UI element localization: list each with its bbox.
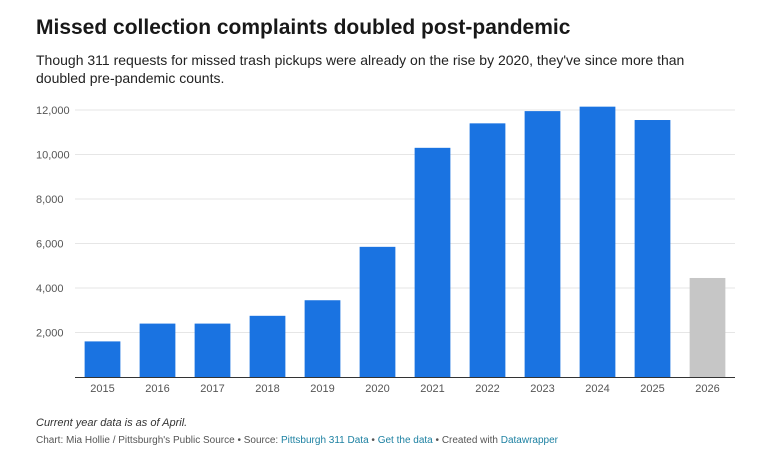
y-tick-label: 8,000: [36, 194, 64, 206]
x-tick-label: 2019: [310, 383, 334, 395]
bar: [304, 300, 341, 377]
separator: •: [432, 435, 442, 446]
bar: [634, 120, 671, 377]
bar: [194, 323, 231, 377]
bar: [414, 147, 451, 377]
datawrapper-link[interactable]: Datawrapper: [500, 435, 558, 446]
bar: [139, 323, 176, 377]
bar: [84, 341, 121, 377]
gridlines: [75, 109, 735, 333]
bar: [579, 106, 616, 377]
x-tick-label: 2025: [640, 383, 664, 395]
separator: •: [368, 435, 378, 446]
x-tick-label: 2024: [585, 383, 609, 395]
source-link[interactable]: Pittsburgh 311 Data: [280, 435, 369, 446]
chart-credit: Chart: Mia Hollie / Pittsburgh's Public …: [36, 435, 235, 446]
y-tick-label: 12,000: [36, 105, 70, 117]
bar: [524, 111, 561, 378]
x-tick-label: 2015: [90, 383, 114, 395]
get-data-link[interactable]: Get the data: [377, 435, 433, 446]
y-tick-label: 6,000: [36, 239, 64, 251]
bar: [469, 123, 506, 377]
source-label: Source:: [243, 435, 281, 446]
x-tick-label: 2016: [145, 383, 169, 395]
bar: [249, 315, 286, 377]
bar: [359, 246, 396, 377]
bars: [84, 106, 726, 378]
x-tick-label: 2020: [365, 383, 389, 395]
bar: [689, 277, 726, 377]
y-axis-labels: 2,000 4,000 6,000 8,000 10,000 12,000: [36, 105, 70, 340]
y-tick-label: 2,000: [36, 328, 64, 340]
x-tick-label: 2022: [475, 383, 499, 395]
separator: •: [234, 435, 244, 446]
x-tick-label: 2021: [420, 383, 444, 395]
x-tick-label: 2026: [695, 383, 719, 395]
chart-note: Current year data is as of April.: [36, 417, 188, 429]
x-tick-label: 2023: [530, 383, 554, 395]
created-with-label: Created with: [441, 435, 501, 446]
x-tick-label: 2018: [255, 383, 279, 395]
chart-footer: Chart: Mia Hollie / Pittsburgh's Public …: [36, 435, 558, 446]
x-axis-labels: 2015 2016 2017 2018 2019 2020 2021 2022 2023 2024…: [90, 383, 719, 395]
chart-title: Missed collection complaints doubled pos…: [36, 16, 571, 39]
y-tick-label: 10,000: [36, 150, 70, 162]
chart-subtitle: Though 311 requests for missed trash pic…: [36, 52, 685, 86]
x-tick-label: 2017: [200, 383, 224, 395]
y-tick-label: 4,000: [36, 283, 64, 295]
